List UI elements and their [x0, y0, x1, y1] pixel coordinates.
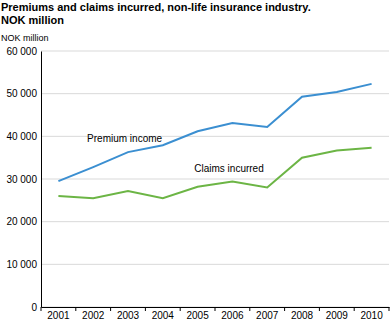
y-tick: 10 000 — [6, 259, 41, 270]
y-tick: 30 000 — [6, 174, 41, 185]
x-tick-label: 2009 — [326, 310, 349, 321]
x-tick-label: 2010 — [360, 310, 383, 321]
series-label: Claims incurred — [194, 163, 263, 174]
x-separator — [249, 307, 250, 311]
series-line — [58, 84, 371, 181]
x-tick-label: 2006 — [221, 310, 244, 321]
title: Premiums and claims incurred, non-life i… — [1, 1, 311, 13]
y-tick: 0 — [31, 302, 41, 313]
x-separator — [110, 307, 111, 311]
x-axis: 2001 2002 2003 2004 2005 2006 2007 2008 2009 2010 — [41, 307, 390, 321]
grid-line — [41, 51, 389, 52]
x-separator — [354, 307, 355, 311]
x-tick: 2001 — [47, 307, 70, 321]
x-separator — [41, 307, 42, 311]
y-tick-label: 50 000 — [6, 88, 37, 99]
x-separator — [389, 307, 390, 311]
y-tick: 60 000 — [6, 46, 41, 57]
grid-line — [41, 221, 389, 222]
series-line — [58, 148, 371, 198]
y-axis: 0 10 000 20 000 30 000 40 000 50 000 60 000 — [6, 46, 41, 313]
x-tick: 2006 — [221, 307, 244, 321]
x-tick: 2009 — [326, 307, 349, 321]
x-tick-label: 2001 — [47, 310, 70, 321]
plot-area — [58, 84, 371, 198]
x-tick: 2005 — [186, 307, 209, 321]
x-separator — [319, 307, 320, 311]
x-separator — [215, 307, 216, 311]
y-tick-label: 20 000 — [6, 216, 37, 227]
x-tick: 2007 — [256, 307, 279, 321]
subtitle: NOK million — [1, 14, 64, 26]
chart: Premiums and claims incurred, non-life i… — [0, 0, 391, 325]
x-tick: 2010 — [360, 307, 383, 321]
y-tick-label: 0 — [31, 302, 37, 313]
grid — [41, 51, 389, 307]
y-tick: 50 000 — [6, 88, 41, 99]
x-separator — [75, 307, 76, 311]
x-separator — [145, 307, 146, 311]
x-tick-label: 2008 — [291, 310, 314, 321]
y-tick-label: 40 000 — [6, 131, 37, 142]
grid-line — [41, 179, 389, 180]
x-tick: 2003 — [117, 307, 140, 321]
x-separator — [284, 307, 285, 311]
x-tick-label: 2003 — [117, 310, 140, 321]
y-tick: 20 000 — [6, 216, 41, 227]
y-tick-label: 10 000 — [6, 259, 37, 270]
x-separator — [180, 307, 181, 311]
y-tick-label: 30 000 — [6, 174, 37, 185]
x-tick: 2004 — [152, 307, 175, 321]
x-tick-label: 2002 — [82, 310, 105, 321]
y-axis-title: NOK million — [1, 33, 49, 43]
x-tick-label: 2007 — [256, 310, 279, 321]
x-separators — [41, 307, 389, 311]
y-tick: 40 000 — [6, 131, 41, 142]
x-tick-label: 2004 — [152, 310, 175, 321]
y-tick-label: 60 000 — [6, 46, 37, 57]
x-tick: 2002 — [82, 307, 105, 321]
x-tick-label: 2005 — [186, 310, 209, 321]
series-label: Premium income — [87, 133, 162, 144]
grid-line — [41, 264, 389, 265]
grid-line — [41, 93, 389, 94]
y-axis-line — [41, 52, 42, 308]
x-tick: 2008 — [291, 307, 314, 321]
